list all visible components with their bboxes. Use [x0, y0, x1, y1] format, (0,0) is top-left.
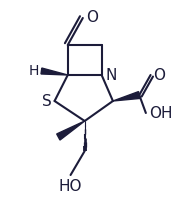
Text: N: N — [105, 68, 117, 82]
Text: S: S — [42, 94, 52, 108]
Polygon shape — [113, 92, 140, 101]
Polygon shape — [41, 68, 68, 75]
Text: H: H — [28, 64, 38, 78]
Polygon shape — [57, 121, 85, 140]
Text: O: O — [153, 68, 165, 82]
Text: OH: OH — [149, 105, 172, 121]
Text: O: O — [87, 10, 99, 26]
Text: HO: HO — [59, 179, 82, 194]
